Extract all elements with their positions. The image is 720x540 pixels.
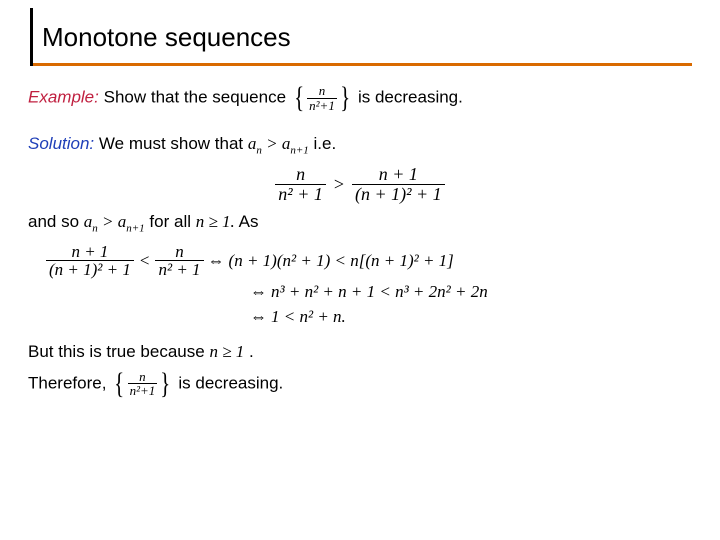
- and-so-line: and so an > an+1 for all n ≥ 1. As: [28, 210, 692, 237]
- page-title: Monotone sequences: [28, 18, 692, 53]
- chain-line-1: n + 1 (n + 1)² + 1 < n n² + 1 ⇔ (n + 1)(…: [28, 243, 692, 280]
- slide-body: Example: Show that the sequence { n n²+1…: [28, 66, 692, 398]
- title-vertical-rule: [30, 8, 33, 66]
- slide: Monotone sequences Example: Show that th…: [0, 0, 720, 540]
- but-true-line: But this is true because n ≥ 1 .: [28, 340, 692, 364]
- chain-line-2: ⇔ n³ + n² + n + 1 < n³ + 2n² + 2n: [28, 280, 692, 304]
- example-line: Example: Show that the sequence { n n²+1…: [28, 84, 692, 112]
- example-label: Example:: [28, 88, 99, 107]
- solution-cond: an > an+1: [248, 134, 309, 153]
- example-text-pre: Show that the sequence: [104, 88, 291, 107]
- main-inequality: n n² + 1 > n + 1 (n + 1)² + 1: [28, 165, 692, 204]
- sequence-brace: { n n²+1 }: [291, 84, 353, 112]
- solution-ie: i.e.: [314, 134, 337, 153]
- solution-line: Solution: We must show that an > an+1 i.…: [28, 132, 692, 159]
- title-underline: [30, 63, 692, 66]
- title-wrap: Monotone sequences: [28, 18, 692, 66]
- therefore-line: Therefore, { n n²+1 } is decreasing.: [28, 370, 692, 398]
- chain-line-3: ⇔ 1 < n² + n.: [28, 305, 692, 329]
- example-text-post: is decreasing.: [358, 88, 463, 107]
- solution-label: Solution:: [28, 134, 94, 153]
- solution-text: We must show that: [99, 134, 248, 153]
